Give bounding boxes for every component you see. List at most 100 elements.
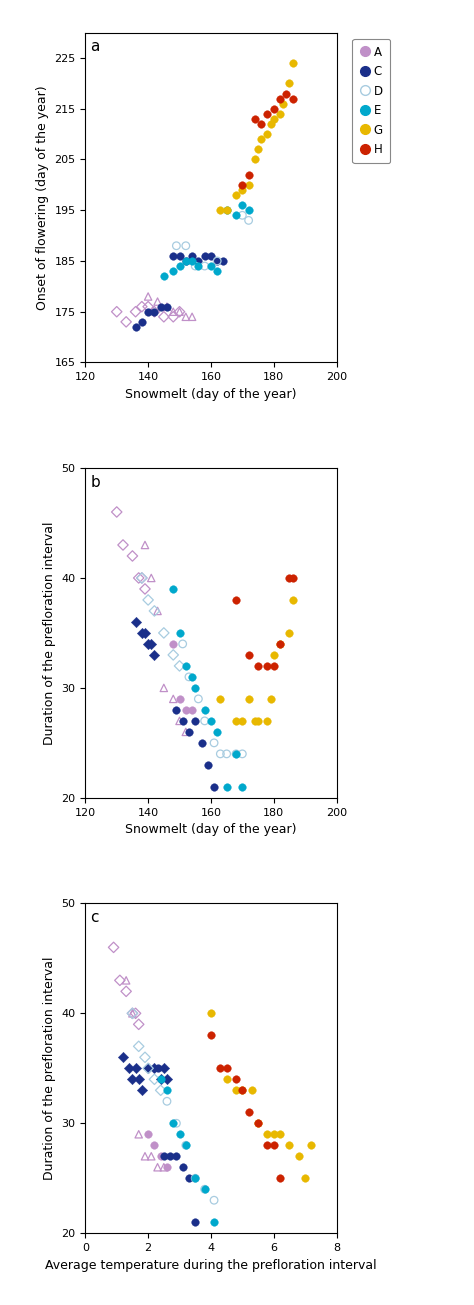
Point bbox=[154, 1058, 161, 1079]
Point bbox=[176, 301, 183, 322]
Point bbox=[151, 600, 158, 621]
Point bbox=[238, 180, 246, 201]
Point bbox=[254, 138, 262, 159]
Point bbox=[254, 710, 262, 731]
Point bbox=[245, 200, 253, 221]
Point bbox=[267, 114, 274, 134]
Point bbox=[141, 1146, 149, 1167]
Point bbox=[157, 1079, 164, 1100]
Point bbox=[201, 1178, 209, 1199]
Point bbox=[232, 184, 240, 205]
Point bbox=[254, 655, 262, 676]
Point bbox=[188, 667, 196, 688]
Point bbox=[182, 1135, 190, 1156]
Point bbox=[248, 1079, 255, 1100]
Point bbox=[245, 164, 253, 185]
Point bbox=[145, 301, 152, 322]
Point bbox=[191, 1168, 199, 1189]
Text: c: c bbox=[91, 910, 99, 925]
Point bbox=[170, 633, 177, 654]
Point bbox=[213, 251, 221, 271]
Point bbox=[151, 1058, 158, 1079]
Point bbox=[132, 1004, 139, 1024]
Point bbox=[223, 776, 230, 797]
Point bbox=[201, 256, 209, 277]
Point bbox=[279, 93, 287, 114]
X-axis label: Snowmelt (day of the year): Snowmelt (day of the year) bbox=[125, 388, 297, 401]
Point bbox=[217, 689, 224, 710]
Point bbox=[289, 568, 296, 589]
Point bbox=[170, 645, 177, 666]
Point bbox=[132, 301, 139, 322]
Point bbox=[270, 1135, 277, 1156]
Point bbox=[176, 689, 183, 710]
Point bbox=[191, 710, 199, 731]
Point bbox=[254, 1113, 262, 1134]
Point bbox=[135, 1069, 143, 1090]
Point bbox=[207, 1004, 215, 1024]
Point bbox=[151, 1135, 158, 1156]
Point bbox=[151, 301, 158, 322]
Point bbox=[188, 245, 196, 266]
Point bbox=[132, 1058, 139, 1079]
Point bbox=[113, 301, 120, 322]
Point bbox=[210, 732, 218, 753]
Point bbox=[198, 732, 205, 753]
Point bbox=[160, 307, 168, 328]
Point bbox=[141, 535, 149, 556]
Point bbox=[201, 699, 209, 720]
Point bbox=[207, 1024, 215, 1045]
Point bbox=[270, 655, 278, 676]
Point bbox=[182, 1135, 190, 1156]
Point bbox=[179, 633, 186, 654]
Point bbox=[220, 251, 228, 271]
Point bbox=[201, 1178, 209, 1199]
Point bbox=[232, 744, 240, 765]
Point bbox=[176, 622, 183, 643]
Point bbox=[223, 200, 230, 221]
Point bbox=[295, 1146, 302, 1167]
Point bbox=[251, 108, 259, 129]
Point bbox=[135, 1036, 143, 1057]
Point bbox=[238, 744, 246, 765]
Point bbox=[289, 52, 296, 73]
Point bbox=[163, 1069, 171, 1090]
Point bbox=[210, 1212, 218, 1233]
Point bbox=[163, 1156, 171, 1177]
Point bbox=[201, 245, 209, 266]
Point bbox=[182, 307, 190, 328]
Point bbox=[176, 710, 183, 731]
Point bbox=[157, 1146, 164, 1167]
Point bbox=[141, 622, 149, 643]
Point bbox=[185, 722, 193, 743]
Point bbox=[223, 1058, 230, 1079]
Point bbox=[182, 722, 190, 743]
Point bbox=[217, 744, 224, 765]
Point bbox=[144, 1058, 152, 1079]
Point bbox=[176, 1124, 183, 1144]
Point bbox=[145, 633, 152, 654]
Point bbox=[128, 545, 136, 566]
Point bbox=[195, 251, 202, 271]
Point bbox=[213, 251, 221, 271]
Point bbox=[151, 1069, 158, 1090]
Point bbox=[232, 205, 240, 226]
Point bbox=[170, 245, 177, 266]
Point bbox=[207, 256, 215, 277]
Point bbox=[289, 89, 296, 110]
Point bbox=[217, 1058, 224, 1079]
Point bbox=[286, 568, 293, 589]
Point bbox=[185, 1168, 193, 1189]
Point bbox=[245, 645, 253, 666]
Point bbox=[132, 317, 139, 338]
Point bbox=[182, 251, 190, 271]
Point bbox=[128, 1004, 136, 1024]
Point bbox=[232, 590, 240, 611]
Point bbox=[251, 710, 259, 731]
Point bbox=[238, 776, 246, 797]
Point bbox=[170, 578, 177, 599]
Point bbox=[210, 776, 218, 797]
Point bbox=[238, 1079, 246, 1100]
Point bbox=[151, 645, 158, 666]
Point bbox=[207, 710, 215, 731]
